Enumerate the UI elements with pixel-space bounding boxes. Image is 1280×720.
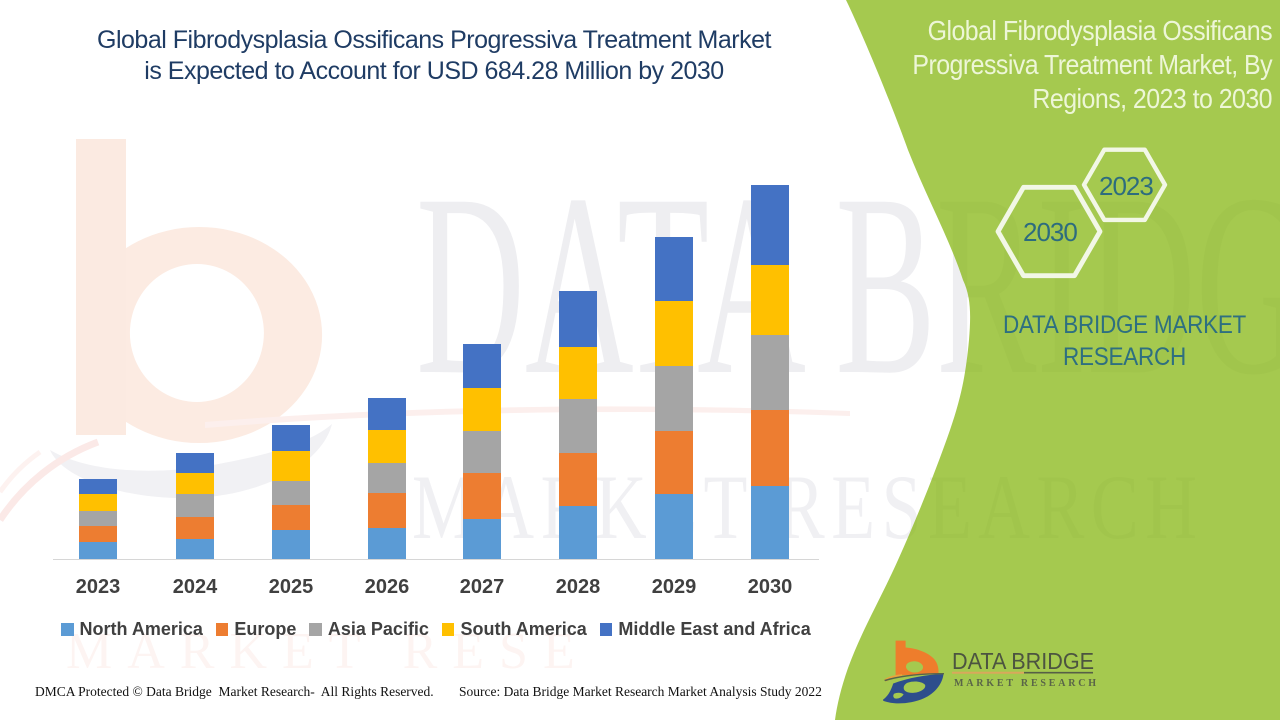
svg-text:DATA BRIDGE: DATA BRIDGE — [952, 648, 1094, 674]
svg-text:MARKET RESEARCH: MARKET RESEARCH — [954, 678, 1099, 689]
